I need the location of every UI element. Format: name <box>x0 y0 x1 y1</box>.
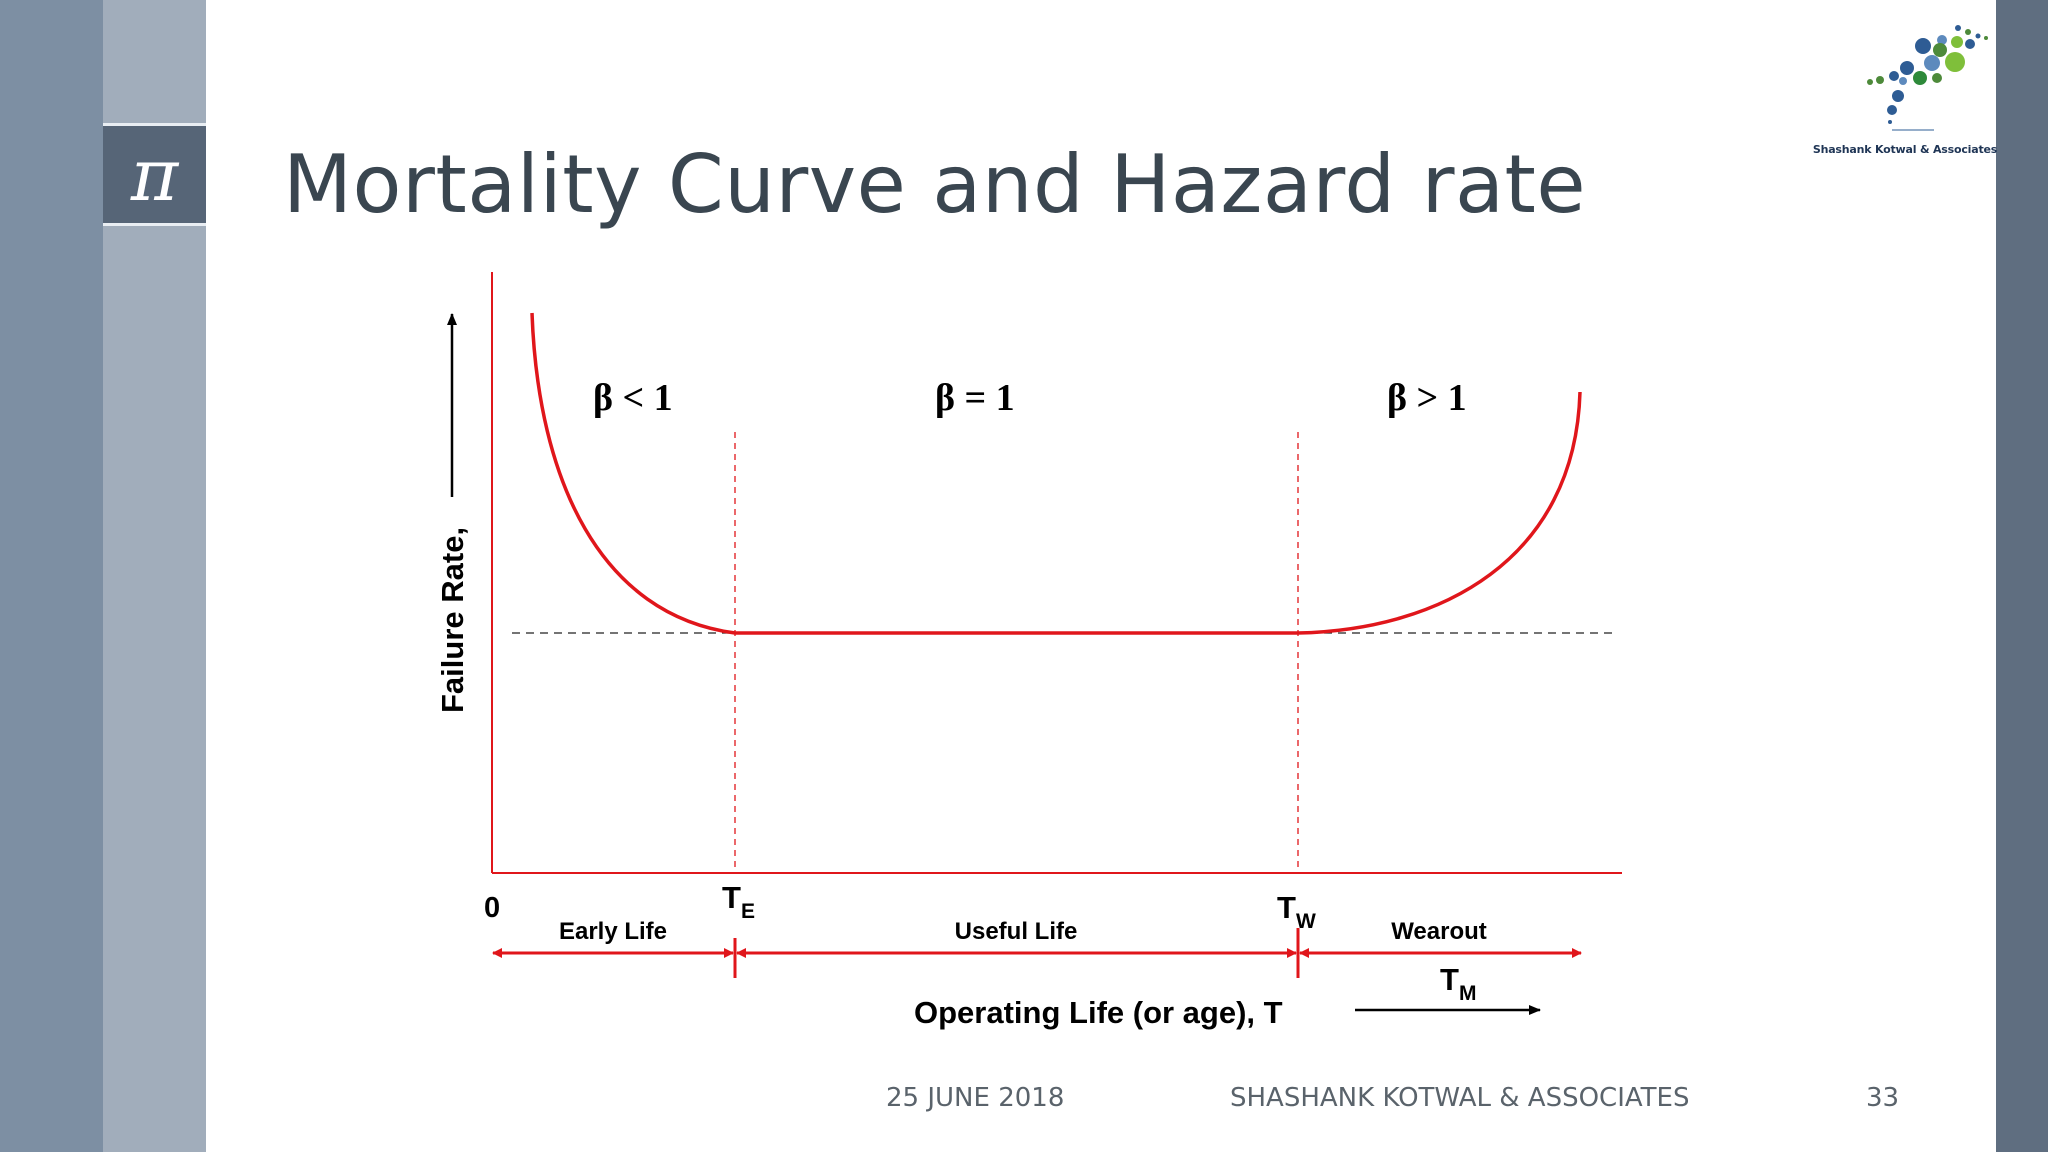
region-useful-life: Useful Life <box>955 918 1078 945</box>
region-wearout: Wearout <box>1391 918 1487 945</box>
beta-early-label: β < 1 <box>593 377 673 419</box>
slide-title: Mortality Curve and Hazard rate <box>283 138 1587 231</box>
tw-sub: W <box>1296 910 1316 933</box>
footer-page-number: 33 <box>1866 1083 1900 1113</box>
beta-useful-label: β = 1 <box>935 377 1015 419</box>
te-main: T <box>722 880 741 915</box>
footer-company: SHASHANK KOTWAL & ASSOCIATES <box>1230 1083 1690 1113</box>
region-early-life: Early Life <box>559 918 667 945</box>
company-logo-icon <box>1867 25 1988 131</box>
tw-label: TW <box>1277 890 1316 933</box>
bathtub-curve <box>530 312 1582 635</box>
x-axis-label: Operating Life (or age), T <box>914 995 1283 1030</box>
beta-wearout-label: β > 1 <box>1387 377 1467 419</box>
origin-label: 0 <box>484 892 500 924</box>
te-label: TE <box>722 880 755 923</box>
y-axis-label: Failure Rate, <box>435 527 470 713</box>
footer-date: 25 JUNE 2018 <box>886 1083 1065 1113</box>
tm-label: TM <box>1440 962 1476 1005</box>
tm-main: T <box>1440 962 1459 997</box>
pi-symbol: π <box>130 132 179 217</box>
right-band <box>1996 0 2048 1152</box>
tw-main: T <box>1277 890 1296 925</box>
logo-caption: Shashank Kotwal & Associates <box>1812 143 1998 156</box>
left-band <box>0 0 103 1152</box>
pi-icon: π <box>103 123 206 226</box>
te-sub: E <box>741 900 755 923</box>
tm-sub: M <box>1459 982 1477 1005</box>
